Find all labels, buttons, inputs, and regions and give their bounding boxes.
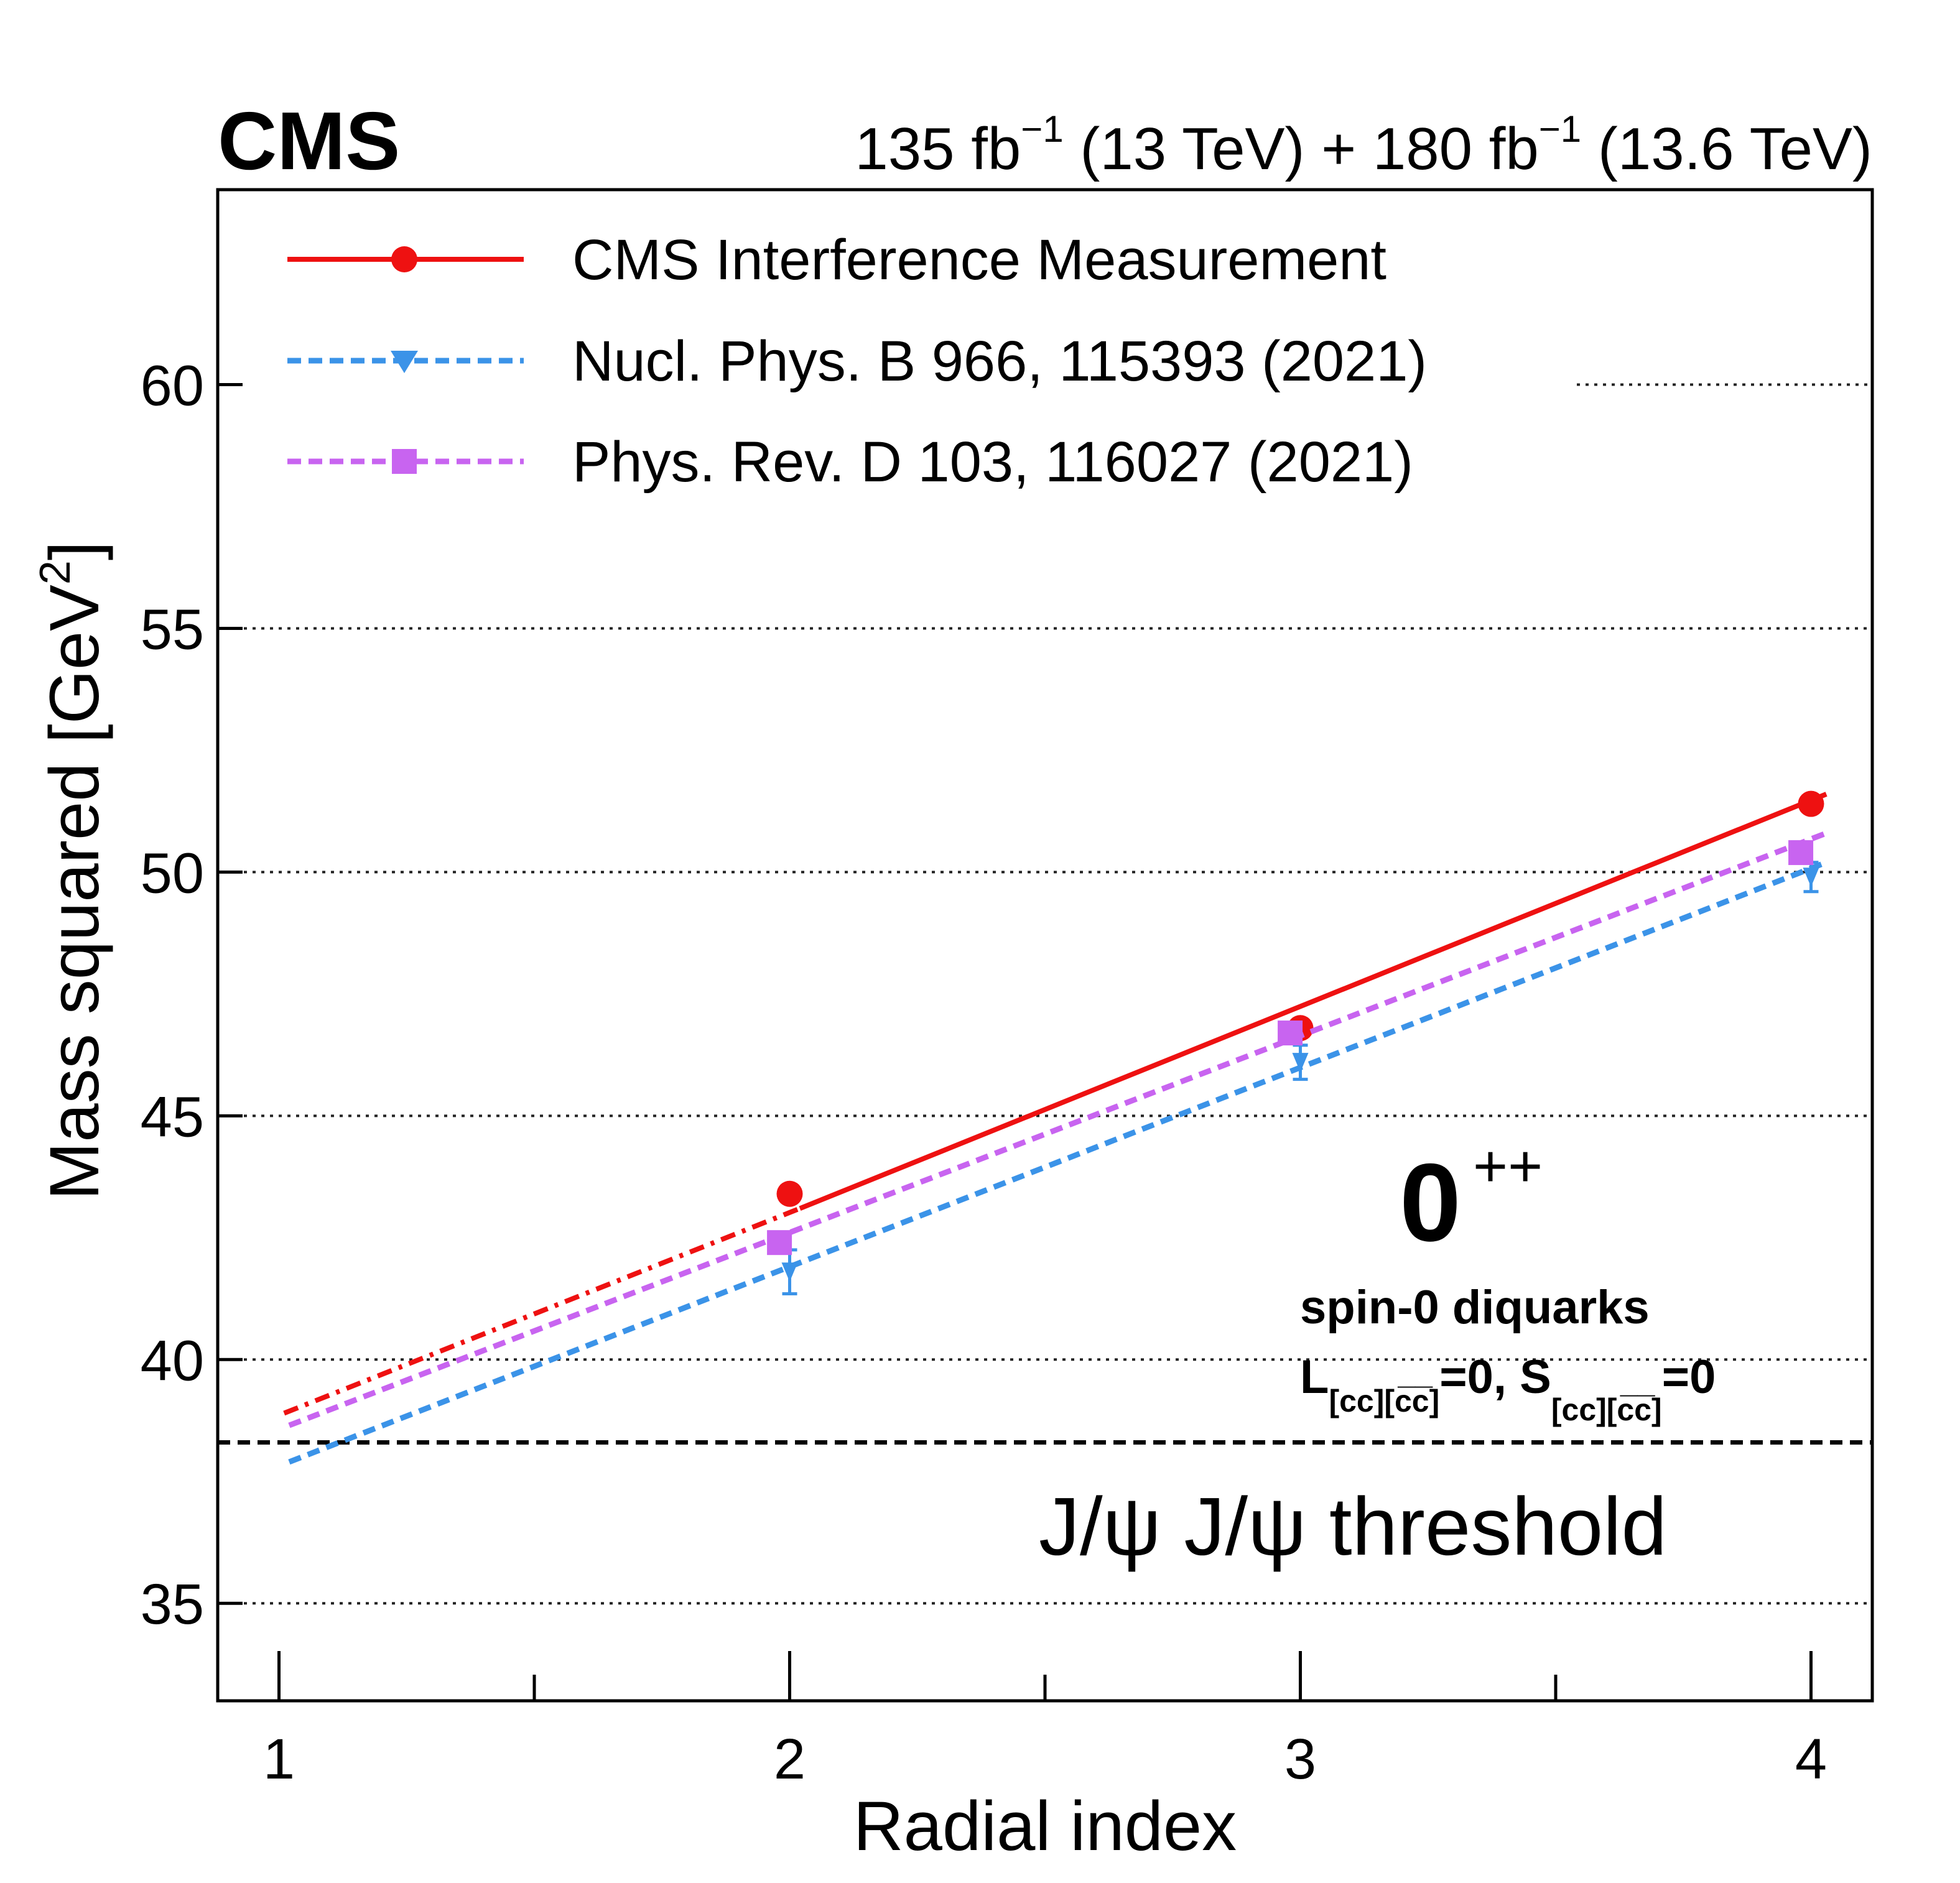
legend-label-cms: CMS Interference Measurement: [572, 228, 1386, 292]
y-tick-label-55: 55: [141, 598, 204, 661]
threshold-label: J/ψ J/ψ threshold: [1039, 1481, 1667, 1572]
legend-marker-phys-rev: [392, 449, 417, 474]
series-2-point-1: [1278, 1020, 1303, 1046]
legend-entry-phys-rev: Phys. Rev. D 103, 116027 (2021): [287, 430, 1413, 494]
y-tick-label-60: 60: [141, 354, 204, 418]
x-tick-label-2: 2: [774, 1728, 806, 1791]
series-1-point-1: [1292, 1053, 1309, 1073]
series-0-point-2: [1798, 790, 1824, 817]
series-0-point-0: [776, 1180, 803, 1207]
x-tick-label-4: 4: [1795, 1728, 1827, 1791]
y-tick-label-45: 45: [141, 1085, 204, 1149]
state-annotation: 0 ++ spin-0 diquarks L[cc][c̅c̅]=0, S[cc…: [1300, 1133, 1716, 1427]
plot-frame: [216, 188, 1874, 1703]
legend-entry-cms: CMS Interference Measurement: [287, 228, 1386, 292]
state-superscript: ++: [1473, 1133, 1543, 1200]
legend-marker-cms: [391, 246, 417, 272]
y-tick-label-40: 40: [141, 1329, 204, 1392]
y-tick-label-35: 35: [141, 1573, 204, 1636]
series-1-point-0: [781, 1262, 798, 1282]
state-label: 0: [1400, 1140, 1461, 1264]
experiment-label: CMS: [218, 95, 400, 187]
y-axis-title: Mass squared [GeV2]: [30, 541, 113, 1200]
series-2-point-2: [1788, 840, 1814, 866]
legend: CMS Interference Measurement Nucl. Phys.…: [287, 228, 1427, 494]
series-2-point-0: [767, 1230, 792, 1256]
legend-label-phys-rev: Phys. Rev. D 103, 116027 (2021): [572, 430, 1413, 494]
x-tick-label-1: 1: [263, 1728, 295, 1791]
series-0-fit-line: [799, 792, 1828, 1211]
quantum-numbers-label: L[cc][c̅c̅]=0, S[cc][c̅c̅]=0: [1300, 1351, 1716, 1427]
grid-layer: [218, 383, 1872, 1605]
series-layer: [283, 790, 1828, 1465]
series-0-extrapolation: [283, 1206, 801, 1416]
axis-layer: 35 40 45 50 55 60 1 2 3 4: [141, 188, 1874, 1791]
legend-marker-nucl-phys: [391, 351, 418, 373]
series-1-point-2: [1803, 867, 1819, 887]
x-axis-title: Radial index: [853, 1787, 1237, 1865]
series-2-fit-line: [288, 830, 1828, 1428]
luminosity-label: 135 fb−1 (13 TeV) + 180 fb−1 (13.6 TeV): [855, 108, 1872, 182]
series-1-fit-line: [288, 859, 1828, 1465]
x-tick-label-3: 3: [1284, 1728, 1316, 1791]
legend-label-nucl-phys: Nucl. Phys. B 966, 115393 (2021): [572, 330, 1427, 393]
y-tick-label-50: 50: [141, 841, 204, 905]
legend-entry-nucl-phys: Nucl. Phys. B 966, 115393 (2021): [287, 330, 1427, 393]
diquark-label: spin-0 diquarks: [1300, 1281, 1650, 1334]
